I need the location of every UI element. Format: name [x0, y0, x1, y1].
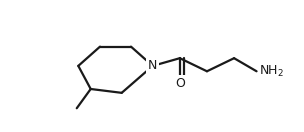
Text: NH$_2$: NH$_2$	[259, 64, 284, 79]
Text: N: N	[148, 59, 157, 72]
Text: O: O	[175, 77, 185, 90]
